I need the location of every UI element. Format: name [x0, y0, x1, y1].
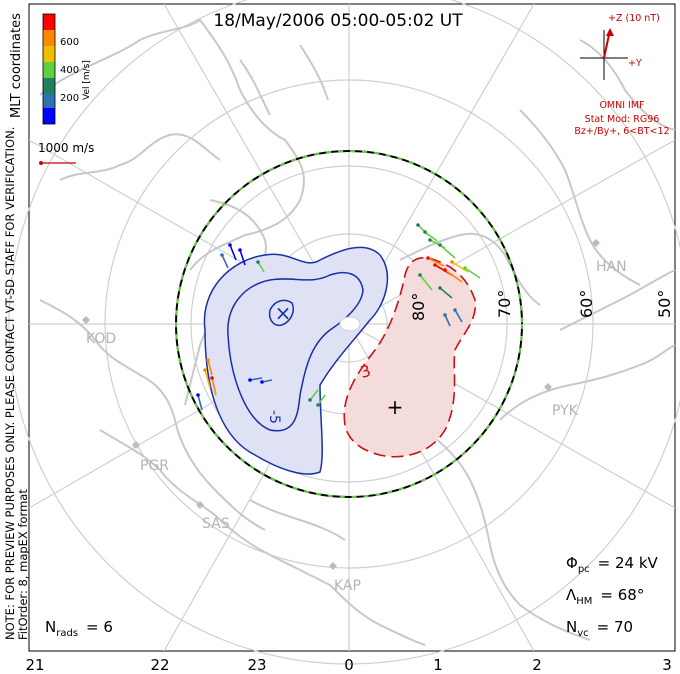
station-label-kap: KAP — [334, 578, 361, 594]
colorbar-tick-200: 200 — [60, 93, 79, 104]
mlt-tick-2: 2 — [532, 656, 542, 674]
nrads-sub: rads — [56, 628, 78, 639]
phi-symbol: Φ — [566, 554, 578, 572]
mlt-tick-1: 1 — [433, 656, 443, 674]
imf-stat-mod-label: Stat Mod: RG96 — [585, 114, 660, 125]
mlt-tick-23: 23 — [247, 656, 266, 674]
velocity-colorbar — [42, 13, 56, 125]
nrads-symbol: N — [45, 618, 56, 636]
velocity-scale-label: 1000 m/s — [38, 141, 94, 155]
preview-note: NOTE: FOR PREVIEW PURPOSES ONLY. PLEASE … — [3, 127, 17, 640]
phi-sub: pc — [578, 564, 590, 575]
radar-stations: HAN KOD PYK PGR SAS KAP — [86, 259, 627, 594]
nvc-symbol: N — [566, 618, 577, 636]
station-label-kod: KOD — [86, 331, 116, 347]
hm-boundary-vectors — [175, 150, 523, 498]
lambda-symbol: Λ — [566, 586, 577, 604]
positive-potential-cell — [343, 256, 477, 458]
mlt-tick-22: 22 — [150, 656, 169, 674]
mlt-axis: 21 22 23 0 1 2 3 — [25, 656, 671, 674]
negative-contour-label: -5 — [266, 410, 282, 424]
station-label-pyk: PYK — [552, 403, 579, 419]
lambda-sub: HM — [576, 596, 592, 607]
potential-min-marker: × — [275, 301, 292, 325]
imf-vector — [603, 28, 614, 59]
nvc-stat: Nvc = 70 — [566, 618, 633, 639]
coordinate-note: MLT coordinates — [9, 13, 24, 118]
phi-value: = 24 kV — [598, 554, 659, 572]
lat-label-70: 70° — [495, 290, 514, 318]
lat-label-50: 50° — [655, 290, 674, 318]
coastlines — [39, 19, 676, 646]
station-markers — [82, 239, 600, 570]
velocity-vectors — [196, 223, 481, 411]
station-label-pgr: PGR — [140, 458, 169, 474]
positive-contour-label: 3 — [358, 361, 373, 382]
map-title: 18/May/2006 05:00-05:02 UT — [213, 11, 463, 31]
imf-plus-z-label: +Z (10 nT) — [608, 13, 660, 24]
imf-condition-label: Bz+/By+, 6<BT<12 — [574, 126, 669, 137]
latitude-labels: 80° 70° 60° 50° — [409, 290, 674, 321]
station-label-sas: SAS — [202, 516, 230, 532]
lambda-hm-stat: ΛHM = 68° — [566, 586, 644, 607]
colorbar-tick-600: 600 — [60, 37, 79, 48]
colorbar-label: Vel [m/s] — [82, 60, 92, 100]
imf-source-label: OMNI IMF — [599, 100, 644, 111]
colorbar-tick-400: 400 — [60, 65, 79, 76]
mlt-tick-3: 3 — [662, 656, 672, 674]
nvc-sub: vc — [577, 628, 588, 639]
pole-marker — [339, 316, 361, 332]
station-label-han: HAN — [596, 259, 627, 275]
lat-label-60: 60° — [577, 290, 596, 318]
velocity-scale-arrow — [39, 161, 76, 165]
lat-label-80: 80° — [409, 293, 428, 321]
imf-plus-y-label: +Y — [628, 58, 642, 69]
lambda-value: = 68° — [600, 586, 644, 604]
fit-order-note: FitOrder: 8, mapEX format — [16, 489, 30, 640]
nvc-value: = 70 — [597, 618, 633, 636]
nrads-value: = 6 — [86, 618, 113, 636]
mlt-tick-0: 0 — [344, 656, 354, 674]
mlt-tick-21: 21 — [25, 656, 44, 674]
phi-pc-stat: Φpc = 24 kV — [566, 554, 659, 575]
potential-max-marker: + — [387, 395, 404, 419]
nrads-stat: Nrads = 6 — [45, 618, 113, 639]
